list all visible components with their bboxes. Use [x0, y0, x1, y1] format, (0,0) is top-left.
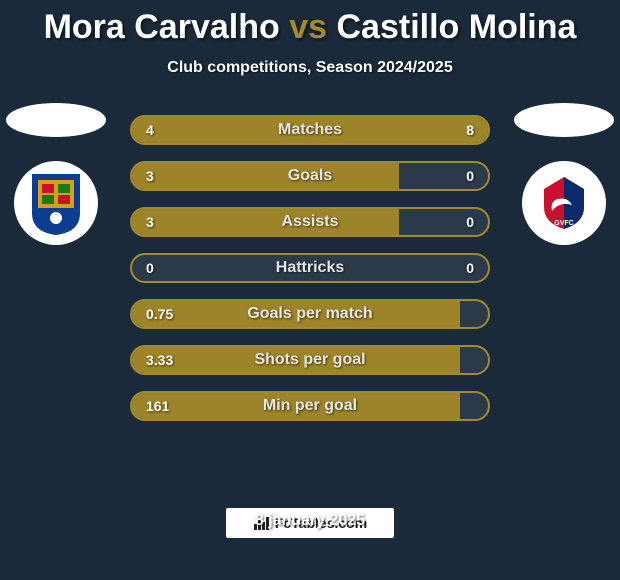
stat-row-min-per-goal: 161 Min per goal	[130, 391, 490, 421]
club-right-emblem: GVFC	[514, 103, 614, 245]
stat-label: Assists	[282, 213, 339, 231]
stat-value-left: 0.75	[146, 306, 173, 322]
ellipse-shadow-right	[514, 103, 614, 137]
stat-value-left: 3.33	[146, 352, 173, 368]
player2-name: Castillo Molina	[337, 8, 577, 46]
stat-label: Goals per match	[247, 305, 372, 323]
stat-value-left: 3	[146, 168, 154, 184]
stat-row-matches: 4 8 Matches	[130, 115, 490, 145]
date-text: 8 january 2025	[0, 512, 620, 530]
stat-value-left: 3	[146, 214, 154, 230]
stat-row-goals-per-match: 0.75 Goals per match	[130, 299, 490, 329]
stat-label: Hattricks	[276, 259, 344, 277]
comparison-stage: GVFC 4 8 Matches 3 0 Goals 3 0 Assists 0 0 Hattrick…	[0, 115, 620, 421]
stat-row-shots-per-goal: 3.33 Shots per goal	[130, 345, 490, 375]
club-right-logo: GVFC	[522, 161, 606, 245]
player1-name: Mora Carvalho	[44, 8, 280, 46]
ellipse-shadow-left	[6, 103, 106, 137]
stat-row-hattricks: 0 0 Hattricks	[130, 253, 490, 283]
stat-value-left: 0	[146, 260, 154, 276]
club-left-logo	[14, 161, 98, 245]
stat-label: Min per goal	[263, 397, 357, 415]
stat-label: Matches	[278, 121, 342, 139]
bars-container: 4 8 Matches 3 0 Goals 3 0 Assists 0 0 Hattricks 0.75…	[130, 115, 490, 421]
stat-row-goals: 3 0 Goals	[130, 161, 490, 191]
stat-value-left: 4	[146, 122, 154, 138]
stat-value-left: 161	[146, 398, 169, 414]
bar-fill-left	[132, 163, 399, 189]
stat-value-right: 0	[466, 168, 474, 184]
stat-label: Goals	[288, 167, 332, 185]
svg-text:GVFC: GVFC	[554, 220, 573, 227]
bar-fill-left	[132, 209, 399, 235]
subtitle: Club competitions, Season 2024/2025	[0, 59, 620, 77]
porto-shield-icon	[26, 168, 86, 238]
vs-text: vs	[289, 8, 327, 46]
stat-value-right: 0	[466, 214, 474, 230]
club-left-emblem	[6, 103, 106, 245]
gil-vicente-shield-icon: GVFC	[532, 171, 596, 235]
stat-value-right: 8	[466, 122, 474, 138]
comparison-title: Mora Carvalho vs Castillo Molina	[0, 0, 620, 47]
stat-row-assists: 3 0 Assists	[130, 207, 490, 237]
stat-label: Shots per goal	[254, 351, 365, 369]
stat-value-right: 0	[466, 260, 474, 276]
